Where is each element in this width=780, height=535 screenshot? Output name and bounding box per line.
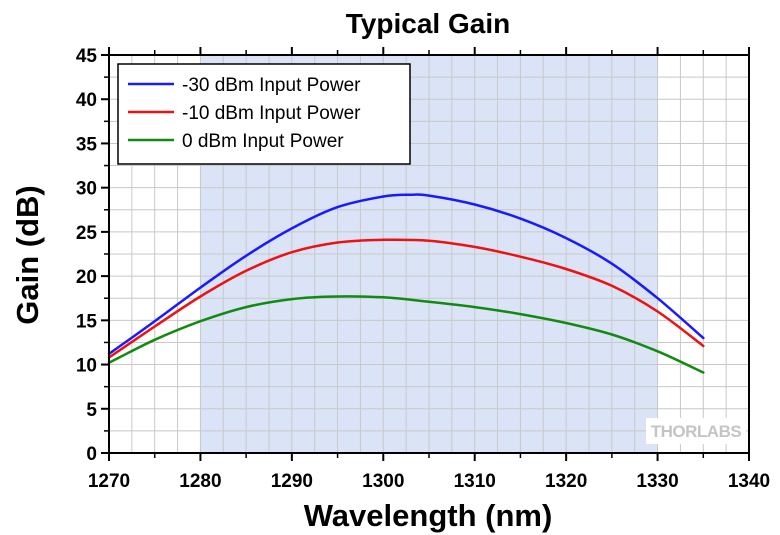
legend-label: -30 dBm Input Power xyxy=(182,75,361,96)
y-tick-label: 20 xyxy=(76,267,97,288)
series-line-1 xyxy=(107,193,705,356)
legend: -30 dBm Input Power -10 dBm Input Power 0 … xyxy=(117,63,411,165)
y-tick-label: 30 xyxy=(76,179,97,200)
x-tick-label: 1330 xyxy=(636,471,678,492)
series-line-3 xyxy=(107,295,705,374)
chart-title: Typical Gain xyxy=(346,8,510,39)
y-tick-label: 0 xyxy=(86,444,97,465)
thorlabs-watermark: THORLABS xyxy=(651,422,742,441)
y-tick-label: 15 xyxy=(76,311,98,332)
legend-box xyxy=(117,63,411,165)
watermark-background xyxy=(646,418,746,444)
legend-label: -10 dBm Input Power xyxy=(182,103,361,124)
y-tick-label: 5 xyxy=(86,400,97,421)
x-tick-label: 1280 xyxy=(179,471,221,492)
y-axis-title: Gain (dB) xyxy=(10,185,45,325)
y-tick-label: 10 xyxy=(76,356,97,377)
legend-label: 0 dBm Input Power xyxy=(182,131,344,152)
y-tick-label: 40 xyxy=(76,90,97,111)
y-tick-label: 45 xyxy=(76,46,98,67)
x-axis-title: Wavelength (nm) xyxy=(304,498,553,533)
x-tick-label: 1340 xyxy=(728,471,770,492)
series-line-2 xyxy=(107,238,705,359)
y-tick-label: 25 xyxy=(76,223,98,244)
x-tick-label: 1270 xyxy=(88,471,130,492)
x-tick-label: 1290 xyxy=(271,471,313,492)
x-tick-label: 1320 xyxy=(545,471,587,492)
x-tick-label: 1300 xyxy=(362,471,404,492)
x-tick-label: 1310 xyxy=(454,471,496,492)
y-tick-label: 35 xyxy=(76,134,98,155)
